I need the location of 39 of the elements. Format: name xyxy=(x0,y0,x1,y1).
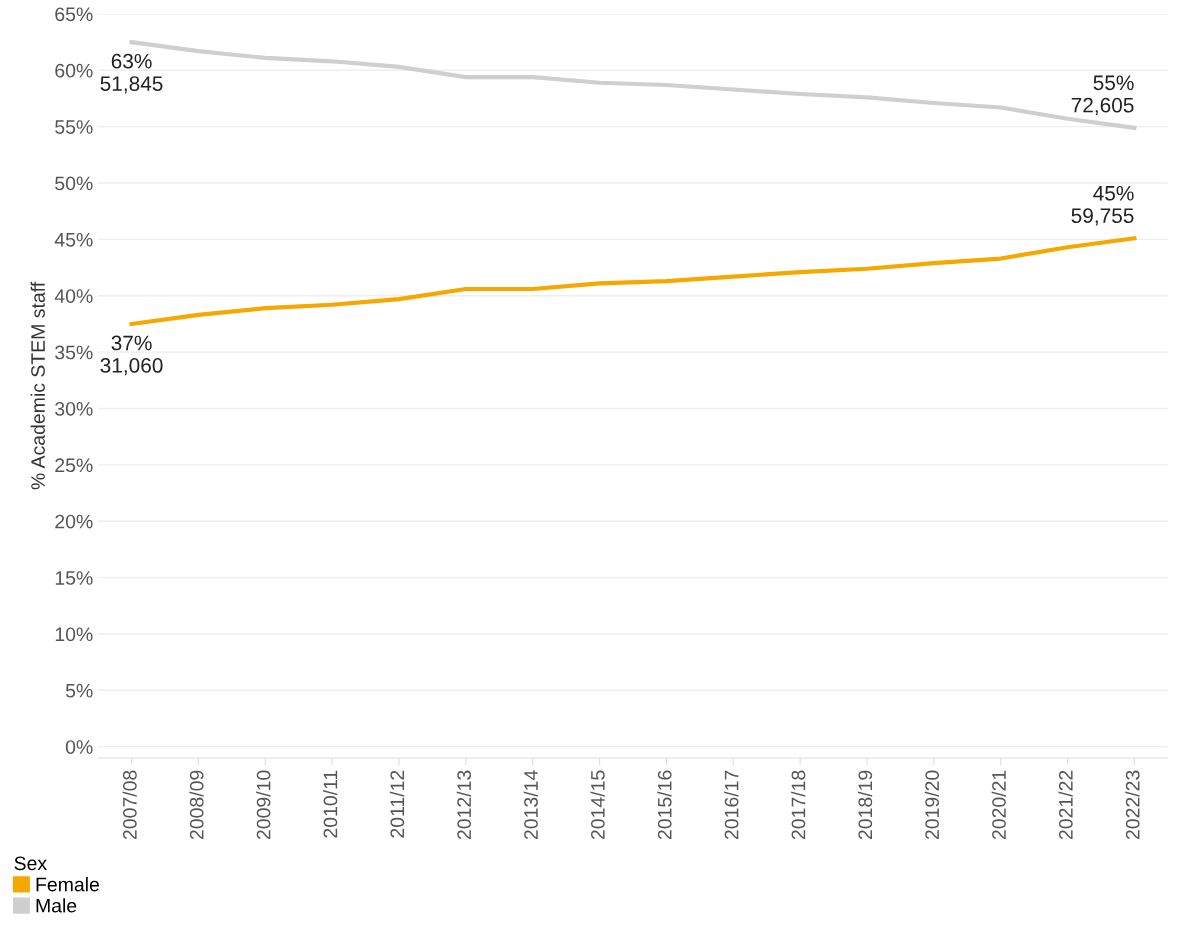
legend-label: Male xyxy=(36,898,77,913)
y-tick-label: 25% xyxy=(55,458,93,473)
y-tick-label: 35% xyxy=(55,345,93,360)
y-tick-label: 60% xyxy=(55,63,93,78)
annotation: 45% 59,755 xyxy=(1071,185,1134,226)
annotation: 55% 72,605 xyxy=(1071,75,1134,116)
x-tick-label: 2017/18 xyxy=(791,770,806,840)
x-tick-label: 2012/13 xyxy=(456,770,472,840)
y-tick-label: 50% xyxy=(55,176,93,191)
y-axis-title: % Academic STEM staff xyxy=(30,281,45,490)
x-tick-label: 2021/22 xyxy=(1058,770,1073,840)
x-tick-label: 2011/12 xyxy=(389,770,405,838)
x-tick-label: 2016/17 xyxy=(724,770,739,840)
x-tick-label: 2008/09 xyxy=(189,770,204,840)
legend-label: Female xyxy=(36,877,99,892)
x-tick-label: 2015/16 xyxy=(657,770,672,840)
x-tick-label: 2009/10 xyxy=(256,770,271,840)
y-tick-label: 55% xyxy=(55,120,93,134)
y-tick-label: 20% xyxy=(55,514,93,529)
y-tick-label: 45% xyxy=(54,232,93,247)
line-series xyxy=(129,236,1137,327)
y-tick-label: 30% xyxy=(55,401,93,416)
x-tick-label: 2022/23 xyxy=(1125,770,1140,840)
annotation: 63% 51,845 xyxy=(100,53,163,94)
x-tick-label: 2019/20 xyxy=(924,770,940,840)
legend-title: Sex xyxy=(14,856,47,871)
x-tick-label: 2018/19 xyxy=(857,770,873,840)
x-tick-label: 2014/15 xyxy=(590,770,605,840)
x-tick-label: 2020/21 xyxy=(991,770,1006,840)
x-tick-label: 2013/14 xyxy=(523,770,538,840)
x-tick-label: 2007/08 xyxy=(122,770,137,840)
y-tick-label: 15% xyxy=(55,571,93,585)
annotation: 37% 31,060 xyxy=(100,335,163,376)
y-tick-label: 0% xyxy=(65,740,93,754)
y-tick-label: 5% xyxy=(65,683,93,698)
x-tick-label: 2010/11 xyxy=(323,770,338,838)
y-tick-label: 40% xyxy=(54,289,93,304)
y-tick-label: 65% xyxy=(55,7,93,22)
y-tick-label: 10% xyxy=(55,627,93,642)
